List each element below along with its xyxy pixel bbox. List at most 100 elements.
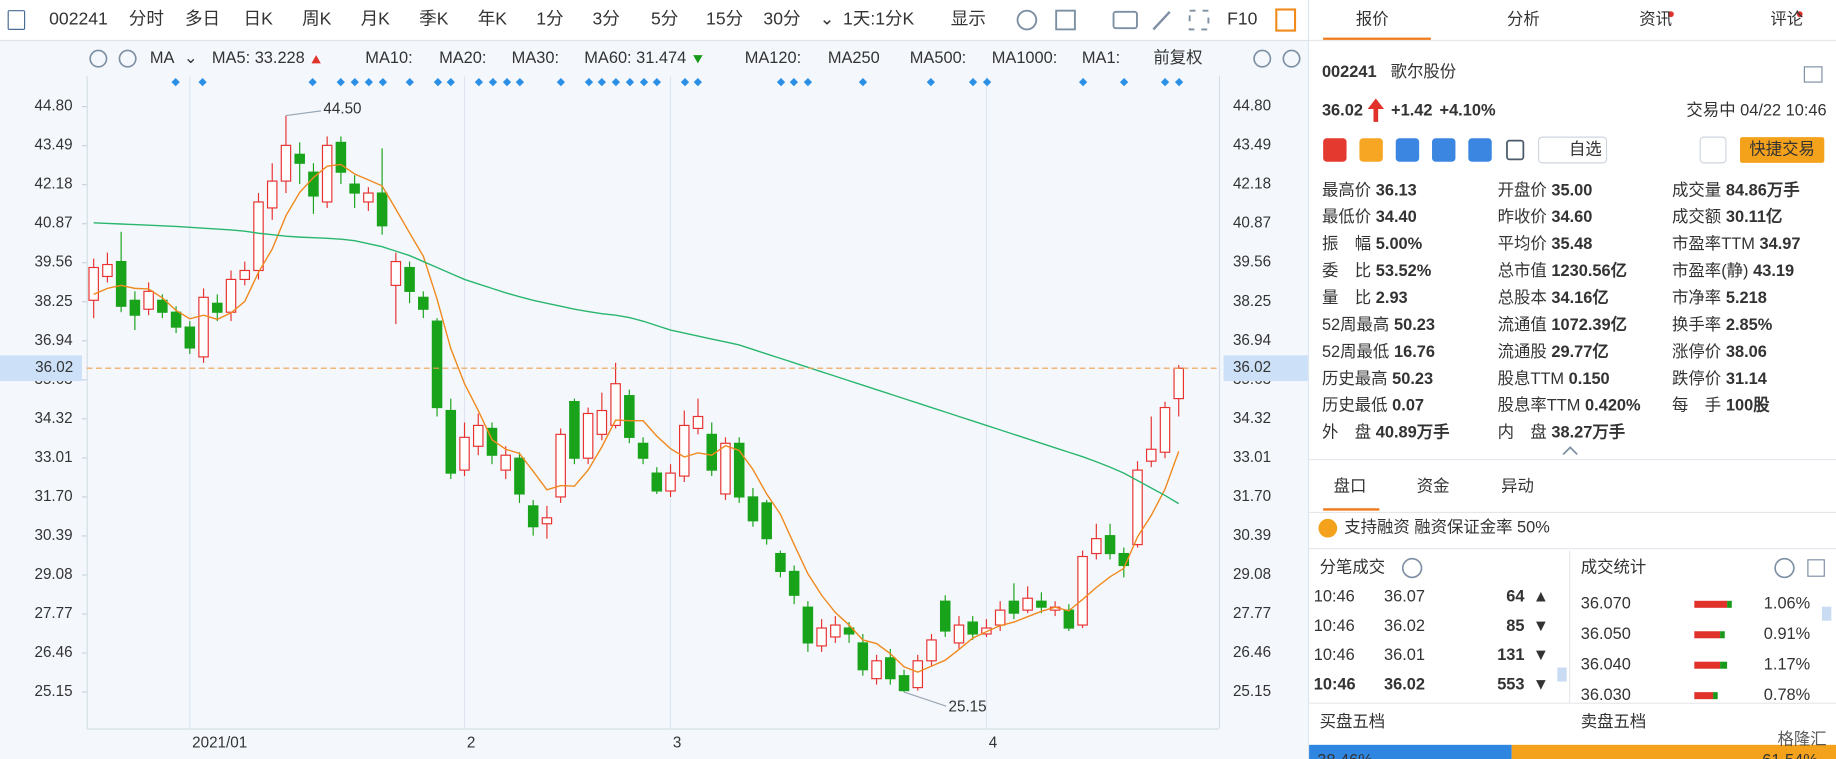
sidebar-icon[interactable] — [7, 10, 26, 30]
period-tab[interactable]: 周K — [302, 9, 332, 29]
panel-tab[interactable]: 资讯 — [1639, 10, 1672, 28]
indicator-item[interactable]: MA20: — [439, 49, 486, 67]
candle-body — [1063, 609, 1075, 629]
f10-button[interactable]: F10 — [1227, 9, 1257, 29]
flag-icon[interactable] — [1323, 138, 1347, 162]
indicator-item[interactable]: MA250 — [828, 49, 880, 67]
watch-label[interactable]: 自选 — [1569, 140, 1602, 158]
event-marker[interactable] — [556, 77, 566, 87]
event-marker[interactable] — [488, 77, 498, 87]
panel-tab[interactable]: 报价 — [1356, 10, 1389, 28]
stock-code[interactable]: 002241 — [49, 9, 108, 29]
period-select[interactable]: 1天:1分K — [843, 9, 914, 29]
adjust-button[interactable]: 前复权 — [1153, 49, 1202, 67]
detail-icon[interactable] — [1803, 66, 1823, 83]
event-marker[interactable] — [789, 77, 799, 87]
settings-icon[interactable] — [1016, 9, 1038, 31]
box-icon[interactable] — [1055, 9, 1076, 31]
period-tab[interactable]: 分时 — [129, 9, 164, 29]
indicator-settings[interactable] — [89, 49, 108, 68]
event-marker[interactable] — [968, 77, 978, 87]
indicator-item[interactable]: MA1: — [1082, 49, 1120, 67]
candle-body — [569, 401, 580, 459]
zoom-in[interactable] — [1282, 49, 1301, 68]
help-icon[interactable] — [1401, 557, 1423, 579]
event-marker[interactable] — [858, 77, 868, 87]
event-marker[interactable] — [982, 77, 992, 87]
period-tab[interactable]: 15分 — [706, 9, 743, 29]
note-icon[interactable] — [1506, 139, 1525, 161]
event-marker[interactable] — [693, 77, 703, 87]
event-marker[interactable] — [378, 77, 388, 87]
event-marker[interactable] — [680, 77, 690, 87]
candle-body — [280, 144, 292, 182]
indicator-item[interactable]: MA30: — [512, 49, 559, 67]
pen-icon[interactable] — [1152, 11, 1171, 31]
event-marker[interactable] — [405, 77, 414, 87]
event-marker[interactable] — [515, 77, 525, 87]
alert-button[interactable] — [1699, 136, 1727, 164]
zoom-out[interactable] — [1253, 49, 1272, 68]
sub-tab[interactable]: 资金 — [1417, 478, 1450, 496]
dollar-icon[interactable] — [1432, 138, 1456, 162]
swap-icon[interactable] — [1395, 138, 1420, 162]
period-tab[interactable]: 3分 — [592, 9, 619, 29]
event-marker[interactable] — [625, 77, 635, 87]
legend-entry[interactable]: MA5: 33.228 — [212, 49, 305, 67]
indicator-close[interactable] — [118, 49, 137, 68]
indicator-dropdown[interactable]: ⌄ — [184, 49, 198, 67]
event-marker[interactable] — [639, 77, 649, 87]
period-tab[interactable]: 30分 — [763, 9, 800, 29]
candle-body — [967, 621, 978, 635]
panel-tab[interactable]: 分析 — [1507, 10, 1540, 28]
sub-tab[interactable]: 异动 — [1501, 478, 1534, 496]
event-marker[interactable] — [1119, 77, 1129, 87]
event-marker[interactable] — [926, 77, 936, 87]
period-tab[interactable]: 1分 — [536, 9, 563, 29]
indicator-name[interactable]: MA — [150, 49, 175, 67]
indicator-item[interactable]: MA1000: — [992, 49, 1058, 67]
event-marker[interactable] — [776, 77, 786, 87]
period-tab[interactable]: 季K — [419, 9, 449, 29]
event-marker[interactable] — [652, 77, 662, 87]
watch-button[interactable] — [1538, 136, 1608, 164]
period-tab[interactable]: 年K — [478, 9, 508, 29]
event-marker[interactable] — [1174, 77, 1184, 87]
tag-icon[interactable] — [1468, 138, 1492, 162]
candle-body — [926, 639, 937, 662]
legend-entry[interactable]: MA60: 31.474 — [584, 49, 686, 67]
indicator-item[interactable]: MA120: — [745, 49, 801, 67]
event-marker[interactable] — [308, 77, 317, 87]
sub-tab[interactable]: 盘口 — [1334, 477, 1367, 496]
indicator-item[interactable]: MA500: — [910, 49, 966, 67]
trade-label[interactable]: 快捷交易 — [1749, 140, 1815, 158]
dropdown-icon[interactable]: ⌄ — [820, 9, 835, 29]
event-marker[interactable] — [336, 77, 345, 87]
collapse-icon[interactable] — [1562, 446, 1578, 456]
display-select[interactable]: 显示 — [951, 9, 986, 29]
scrollbar[interactable] — [1821, 606, 1832, 621]
event-marker[interactable] — [446, 77, 455, 87]
camera-icon[interactable] — [1112, 10, 1138, 30]
scrollbar[interactable] — [1557, 667, 1567, 682]
period-tab[interactable]: 日K — [244, 9, 274, 29]
event-marker[interactable] — [611, 77, 621, 87]
event-marker[interactable] — [474, 77, 484, 87]
period-tab[interactable]: 月K — [361, 9, 391, 29]
event-marker[interactable] — [350, 77, 359, 87]
indicator-item[interactable]: MA10: — [365, 49, 412, 67]
trade-direction: ▼ — [1533, 646, 1549, 664]
event-marker[interactable] — [597, 77, 606, 87]
panel-tab[interactable]: 评论 — [1770, 10, 1803, 28]
period-tab[interactable]: 多日 — [185, 9, 220, 29]
panel-toggle-icon[interactable] — [1275, 8, 1297, 32]
period-tab[interactable]: 5分 — [651, 9, 678, 29]
event-marker[interactable] — [803, 77, 813, 87]
list-icon[interactable] — [1807, 559, 1825, 577]
comment-dot — [1796, 11, 1803, 18]
fullscreen-icon[interactable] — [1188, 9, 1210, 31]
trade-button[interactable] — [1739, 137, 1825, 163]
more-icon[interactable] — [1774, 557, 1795, 579]
event-marker[interactable] — [1160, 77, 1170, 87]
flash-icon[interactable] — [1359, 138, 1383, 162]
